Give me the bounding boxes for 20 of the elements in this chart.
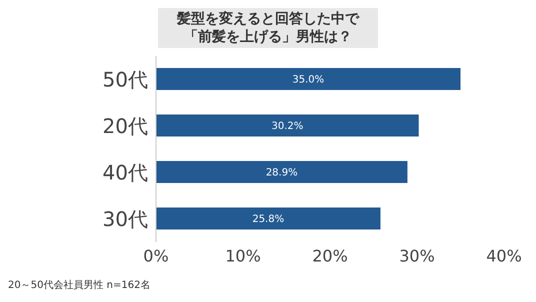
- data-label: 30.2%: [271, 121, 304, 132]
- chart-title: 髪型を変えると回答した中で: [176, 10, 360, 28]
- x-tick-label: 40%: [486, 246, 522, 266]
- data-label: 28.9%: [266, 168, 298, 179]
- bar: [156, 114, 419, 136]
- y-tick-label: 30代: [102, 206, 148, 231]
- bar: [156, 208, 380, 230]
- y-tick-label: 50代: [102, 67, 148, 92]
- data-label: 35.0%: [292, 74, 324, 86]
- text: 20～50代会社員男性 n=162名: [8, 278, 150, 292]
- chart-subtitle: 「前髪を上げる」男性は？: [183, 28, 353, 46]
- data-label: 25.8%: [252, 214, 284, 226]
- bar: [156, 161, 408, 183]
- bar: [156, 68, 460, 90]
- y-tick-label: 20代: [102, 114, 148, 138]
- y-tick-label: 40代: [102, 160, 148, 184]
- x-tick-label: 30%: [399, 246, 435, 266]
- x-tick-label: 0%: [143, 246, 169, 266]
- x-tick-label: 20%: [312, 246, 348, 266]
- x-tick-label: 10%: [225, 246, 261, 266]
